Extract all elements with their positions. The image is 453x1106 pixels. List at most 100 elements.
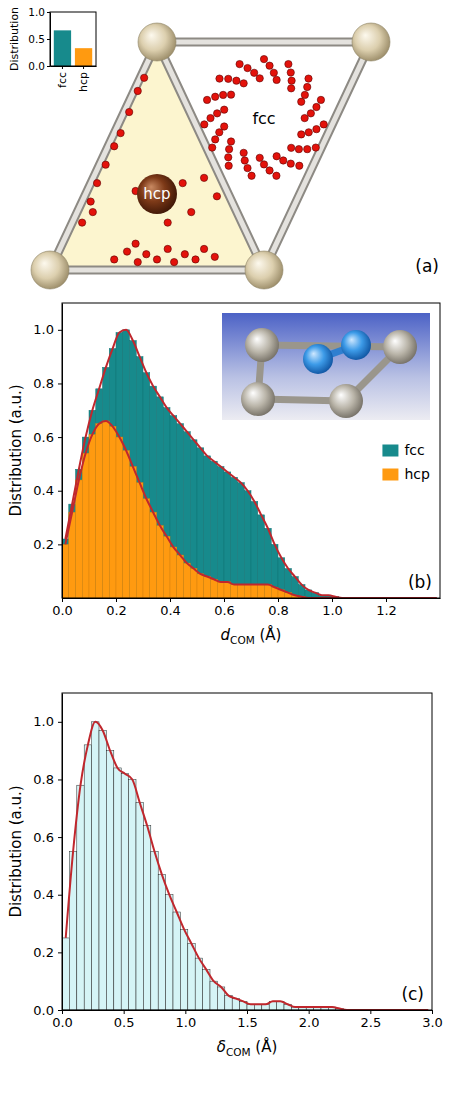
histogram-bar	[173, 912, 180, 1010]
bars	[62, 722, 343, 1010]
histogram-bar	[197, 574, 204, 598]
point	[188, 208, 195, 215]
histogram-bar	[84, 745, 91, 1010]
panel-hist-1: 0.00.51.01.52.02.53.00.00.20.40.60.81.0δ…	[7, 693, 443, 1058]
x-axis-tick: 2.0	[299, 1010, 320, 1030]
histogram-bar	[170, 416, 177, 598]
y-axis-title: Distribution (a.u.)	[7, 384, 25, 516]
point	[288, 144, 295, 151]
point	[244, 64, 251, 71]
histogram-bar	[258, 585, 265, 598]
bond	[50, 42, 157, 270]
point	[241, 157, 248, 164]
plot-area	[78, 55, 327, 265]
x-axis-title-symbol: δ	[217, 1038, 226, 1056]
histogram-bar	[62, 938, 69, 1010]
x-axis-title-subscript: COM	[230, 634, 255, 646]
point	[273, 153, 280, 160]
y-axis-line	[50, 13, 51, 67]
y-axis-tick-mark	[47, 66, 50, 67]
bond-edge	[50, 42, 157, 270]
histogram-bar	[106, 751, 113, 1010]
histogram-bar	[224, 472, 231, 598]
histogram-bar	[188, 944, 195, 1010]
point	[164, 219, 171, 226]
point	[201, 121, 208, 128]
histogram-bar	[89, 434, 96, 598]
bar	[75, 48, 92, 66]
histogram-bar	[136, 803, 143, 1010]
x-axis-tick: fcc	[56, 66, 69, 88]
plot-frame	[62, 303, 440, 598]
histogram-bar	[116, 437, 123, 598]
point	[164, 245, 171, 252]
x-axis-tick-mark	[386, 598, 387, 602]
panel-hist-0: 0.00.20.40.60.81.01.20.20.40.60.81.0dCOM…	[7, 303, 440, 646]
histogram-bar	[211, 579, 218, 598]
point	[305, 129, 312, 136]
point	[298, 131, 305, 138]
lattice-atom	[245, 251, 283, 289]
point	[260, 55, 267, 62]
x-axis-tick-mark	[170, 598, 171, 602]
plot-area	[62, 722, 428, 1010]
x-axis-tick-label: 2.0	[299, 1015, 320, 1030]
histogram-bar	[143, 373, 150, 598]
y-axis-tick-label: 0.4	[33, 887, 54, 902]
bars	[62, 421, 305, 598]
lattice-atom	[138, 23, 176, 61]
x-axis-title: dCOM (Å)	[221, 625, 282, 646]
density-curve	[65, 421, 436, 598]
histogram-bar	[157, 397, 164, 598]
histogram-bar	[130, 341, 137, 598]
y-axis-tick: 0.0	[28, 60, 50, 72]
x-axis-tick-label: 0.4	[160, 603, 181, 618]
bond	[157, 42, 264, 270]
histogram-bar	[136, 483, 143, 598]
y-axis-tick-mark	[58, 837, 62, 838]
histogram-bar	[177, 555, 184, 598]
point	[209, 144, 216, 151]
x-axis-tick-mark	[370, 1010, 371, 1014]
point	[132, 240, 139, 247]
inset-background	[222, 313, 430, 420]
histogram-bar	[151, 852, 158, 1011]
point	[304, 145, 311, 152]
point	[298, 98, 305, 105]
histogram-bar	[76, 480, 83, 598]
x-axis-tick: 0.6	[214, 598, 235, 618]
x-axis-tick-mark	[247, 1010, 248, 1014]
y-axis-tick-mark	[58, 952, 62, 953]
histogram-bar	[177, 424, 184, 598]
histogram-bar	[62, 544, 69, 598]
histogram-bar	[82, 453, 89, 598]
x-axis-tick: hcp	[77, 66, 90, 92]
histogram-bar	[96, 389, 103, 598]
histogram-bar	[123, 451, 130, 599]
x-axis-tick-mark	[62, 66, 63, 69]
x-axis-tick: 0.0	[52, 598, 73, 618]
histogram-bar	[190, 569, 197, 599]
x-axis-tick-label: hcp	[77, 72, 90, 92]
y-axis-tick-mark	[58, 544, 62, 545]
point	[219, 91, 226, 98]
histogram-bar	[190, 440, 197, 598]
x-axis-tick-label: 0.8	[268, 603, 289, 618]
point	[225, 154, 232, 161]
point	[312, 144, 319, 151]
histogram-bar	[265, 585, 272, 598]
point	[153, 256, 160, 263]
x-axis-tick-mark	[432, 1010, 433, 1014]
y-axis-tick: 0.4	[33, 887, 62, 902]
x-axis-tick: 1.0	[322, 598, 343, 618]
inset-background	[50, 12, 96, 66]
dimer-atom	[341, 330, 371, 360]
y-axis-tick-mark	[58, 491, 62, 492]
point	[313, 125, 320, 132]
x-axis: 0.00.20.40.60.81.01.2	[52, 598, 440, 618]
y-axis-tick-label: 0.0	[28, 60, 45, 72]
histogram-bar	[163, 408, 170, 598]
point	[200, 245, 207, 252]
structure	[241, 328, 417, 418]
x-axis-title-unit: (Å)	[255, 625, 282, 644]
